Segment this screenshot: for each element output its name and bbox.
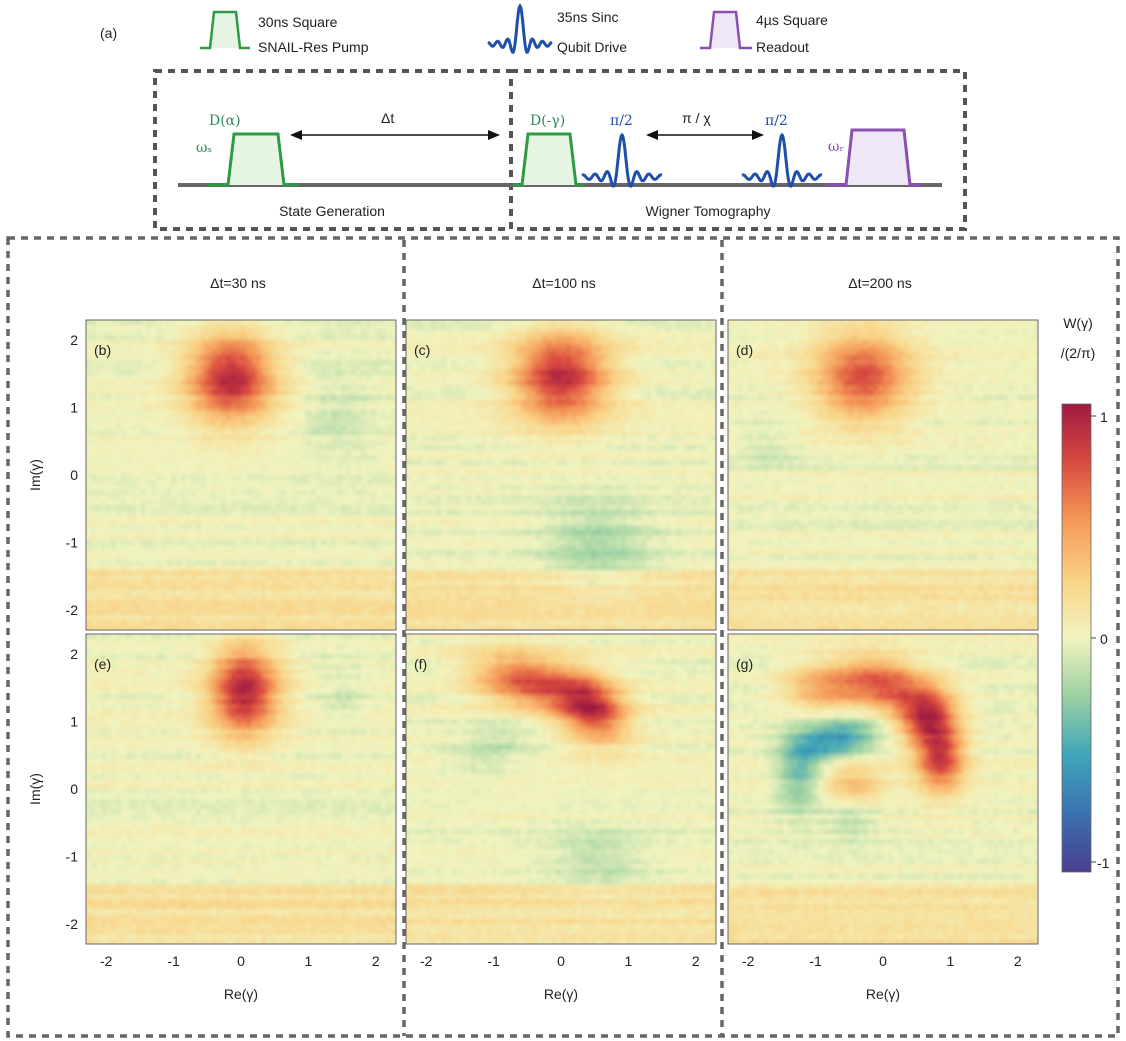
arrow-delta-t-right-head [488,130,500,140]
legend-pump: 30ns Square SNAIL-Res Pump [200,10,369,55]
x-tick-label: 1 [946,953,954,969]
y-axis-label: Im(γ) [27,773,43,805]
label-state-generation: State Generation [279,203,385,219]
y-tick-label: 1 [70,714,78,730]
x-tick-label: 1 [304,953,312,969]
legend-readout-icon [700,10,752,50]
heatmap-panel-label: (g) [736,656,753,672]
x-tick-label: 0 [879,953,887,969]
y-tick-label: -2 [66,916,79,932]
pulse-displace-gamma [513,132,584,187]
column-title-200ns: Δt=200 ns [848,275,911,291]
heatmap-panel-label: (f) [414,656,427,672]
x-tick-label: 2 [1014,953,1022,969]
y-tick-label: 2 [70,646,78,662]
y-tick-label: 0 [70,781,78,797]
y-tick-label: 0 [70,467,78,483]
heatmap-border [85,319,397,631]
legend-qubit-line1: 35ns Sinc [557,9,618,25]
legend-pump-line2: SNAIL-Res Pump [258,39,369,55]
legend-readout: 4µs Square Readout [700,10,828,55]
heatmap-panel-label: (c) [414,342,430,358]
heatmap-image [86,634,396,944]
column-frames [6,236,1120,1038]
x-tick-label: 0 [557,953,565,969]
x-tick-label: 2 [372,953,380,969]
legend-sinc-icon [487,3,553,54]
label-pi-chi: π / χ [682,110,711,126]
pulse-pi-half-1 [581,132,663,188]
outer-dashed-frame [6,236,1120,1038]
arrow-delta-t-left-head [290,130,302,140]
heatmap-panel-label: (e) [94,656,111,672]
y-tick-label: -1 [66,534,79,550]
x-tick-label: 2 [692,953,700,969]
x-tick-label: -2 [742,953,755,969]
y-tick-label: 1 [70,400,78,416]
panel-a-label: (a) [100,25,117,41]
label-displace-gamma: D(-γ) [530,113,565,129]
x-axis-label: Re(γ) [866,986,900,1002]
heatmap-image [406,634,716,944]
x-tick-label: -1 [167,953,180,969]
x-tick-label: -2 [100,953,113,969]
label-displace-alpha: D(α) [209,113,241,129]
heatmap-border [405,319,717,631]
pulse-displace-alpha [207,132,298,187]
heatmap-image [728,634,1038,944]
legend-pump-line1: 30ns Square [258,14,338,30]
pulse-pi-half-2 [741,132,823,188]
x-axis-label: Re(γ) [224,986,258,1002]
column-title-100ns: Δt=100 ns [532,275,595,291]
heatmap-border [405,633,717,945]
colorbar: W(γ) /(2/π) 1 0 -1 [1061,315,1110,873]
x-tick-label: 1 [624,953,632,969]
heatmap-border [727,633,1039,945]
heatmap-border [85,633,397,945]
label-delta-t: Δt [381,110,394,126]
arrow-pi-chi-left-head [646,130,658,140]
y-tick-label: -1 [66,848,79,864]
arrow-pi-chi-right-head [752,130,764,140]
label-omega-s: ωₛ [196,140,212,156]
heatmap-border [727,319,1039,631]
legend-qubit: 35ns Sinc Qubit Drive [487,3,627,55]
colorbar-gradient [1061,403,1092,873]
colorbar-tick-label-min: -1 [1097,855,1110,871]
x-tick-label: -1 [809,953,822,969]
pulse-readout [826,128,922,187]
x-tick-label: 0 [237,953,245,969]
column-title-30ns: Δt=30 ns [210,275,266,291]
colorbar-tick-label-zero: 0 [1100,631,1108,647]
colorbar-label-line2: /(2/π) [1061,345,1096,361]
heatmap-image [406,320,716,630]
heatmap-panel-label: (b) [94,342,111,358]
legend-pump-icon [200,10,250,50]
colorbar-label-line1: W(γ) [1063,315,1093,331]
y-tick-label: 2 [70,332,78,348]
label-omega-r: ωᵣ [828,139,844,155]
y-axis-label: Im(γ) [27,459,43,491]
wigner-tomography-box [509,69,967,231]
heatmap-panel-label: (d) [736,342,753,358]
x-tick-label: -2 [420,953,433,969]
legend-readout-line1: 4µs Square [756,12,828,28]
legend-readout-line2: Readout [756,39,809,55]
heatmap-image [86,320,396,630]
panel-a: (a) 30ns Square SNAIL-Res Pump 35ns Sinc… [100,3,967,231]
x-tick-label: -1 [487,953,500,969]
y-tick-label: -2 [66,602,79,618]
label-wigner-tomography: Wigner Tomography [645,203,770,219]
legend-qubit-line2: Qubit Drive [557,39,627,55]
axes: -2 -1 0 1 2 Im(γ) -2 -1 0 1 2 Im(γ) -2 -1 0 1 2 Re(γ) -2 -1… [27,332,1022,1002]
heatmap-image [728,320,1038,630]
x-axis-label: Re(γ) [544,986,578,1002]
label-pi-half-2: π/2 [765,113,788,129]
colorbar-tick-label-max: 1 [1100,409,1108,425]
label-pi-half-1: π/2 [610,113,633,129]
heatmap-panels: (b) (c) (d) (e) (f) (g) [85,319,1039,945]
